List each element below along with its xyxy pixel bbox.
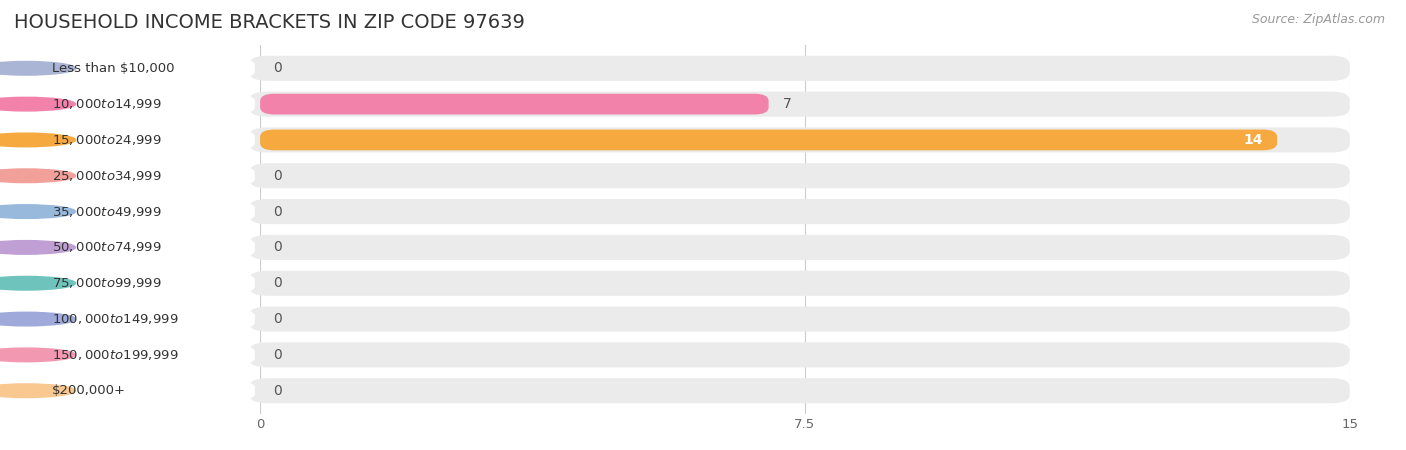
Text: 0: 0 bbox=[273, 384, 283, 398]
FancyBboxPatch shape bbox=[249, 56, 1350, 81]
Text: $150,000 to $199,999: $150,000 to $199,999 bbox=[52, 348, 179, 362]
Text: HOUSEHOLD INCOME BRACKETS IN ZIP CODE 97639: HOUSEHOLD INCOME BRACKETS IN ZIP CODE 97… bbox=[14, 14, 524, 32]
FancyBboxPatch shape bbox=[3, 235, 254, 260]
Circle shape bbox=[0, 205, 76, 218]
Text: 0: 0 bbox=[273, 205, 283, 219]
Circle shape bbox=[0, 384, 76, 397]
FancyBboxPatch shape bbox=[3, 127, 254, 153]
FancyBboxPatch shape bbox=[249, 127, 1350, 153]
FancyBboxPatch shape bbox=[3, 199, 254, 224]
Text: Source: ZipAtlas.com: Source: ZipAtlas.com bbox=[1251, 14, 1385, 27]
Text: 14: 14 bbox=[1243, 133, 1263, 147]
FancyBboxPatch shape bbox=[249, 163, 1350, 188]
FancyBboxPatch shape bbox=[3, 378, 254, 403]
FancyBboxPatch shape bbox=[260, 94, 769, 114]
FancyBboxPatch shape bbox=[3, 271, 254, 296]
Text: 0: 0 bbox=[273, 276, 283, 290]
Text: 0: 0 bbox=[273, 348, 283, 362]
FancyBboxPatch shape bbox=[3, 163, 254, 188]
Text: $50,000 to $74,999: $50,000 to $74,999 bbox=[52, 240, 162, 254]
FancyBboxPatch shape bbox=[3, 56, 254, 81]
Text: $15,000 to $24,999: $15,000 to $24,999 bbox=[52, 133, 162, 147]
FancyBboxPatch shape bbox=[249, 306, 1350, 332]
Text: 0: 0 bbox=[273, 169, 283, 183]
Circle shape bbox=[0, 169, 76, 183]
FancyBboxPatch shape bbox=[249, 91, 1350, 117]
Text: Less than $10,000: Less than $10,000 bbox=[52, 62, 174, 75]
FancyBboxPatch shape bbox=[249, 378, 1350, 403]
Circle shape bbox=[0, 241, 76, 254]
Text: $25,000 to $34,999: $25,000 to $34,999 bbox=[52, 169, 162, 183]
Text: 0: 0 bbox=[273, 61, 283, 75]
Circle shape bbox=[0, 133, 76, 147]
Text: $75,000 to $99,999: $75,000 to $99,999 bbox=[52, 276, 162, 290]
Text: $10,000 to $14,999: $10,000 to $14,999 bbox=[52, 97, 162, 111]
Text: $100,000 to $149,999: $100,000 to $149,999 bbox=[52, 312, 179, 326]
Text: 7: 7 bbox=[783, 97, 792, 111]
FancyBboxPatch shape bbox=[3, 306, 254, 332]
Text: $200,000+: $200,000+ bbox=[52, 384, 127, 397]
FancyBboxPatch shape bbox=[249, 199, 1350, 224]
FancyBboxPatch shape bbox=[249, 235, 1350, 260]
FancyBboxPatch shape bbox=[260, 130, 1277, 150]
FancyBboxPatch shape bbox=[3, 342, 254, 368]
FancyBboxPatch shape bbox=[249, 342, 1350, 368]
Circle shape bbox=[0, 276, 76, 290]
Circle shape bbox=[0, 97, 76, 111]
Text: 0: 0 bbox=[273, 312, 283, 326]
Text: $35,000 to $49,999: $35,000 to $49,999 bbox=[52, 205, 162, 219]
FancyBboxPatch shape bbox=[3, 91, 254, 117]
Circle shape bbox=[0, 348, 76, 362]
Circle shape bbox=[0, 312, 76, 326]
Circle shape bbox=[0, 62, 76, 75]
FancyBboxPatch shape bbox=[249, 271, 1350, 296]
Text: 0: 0 bbox=[273, 240, 283, 254]
